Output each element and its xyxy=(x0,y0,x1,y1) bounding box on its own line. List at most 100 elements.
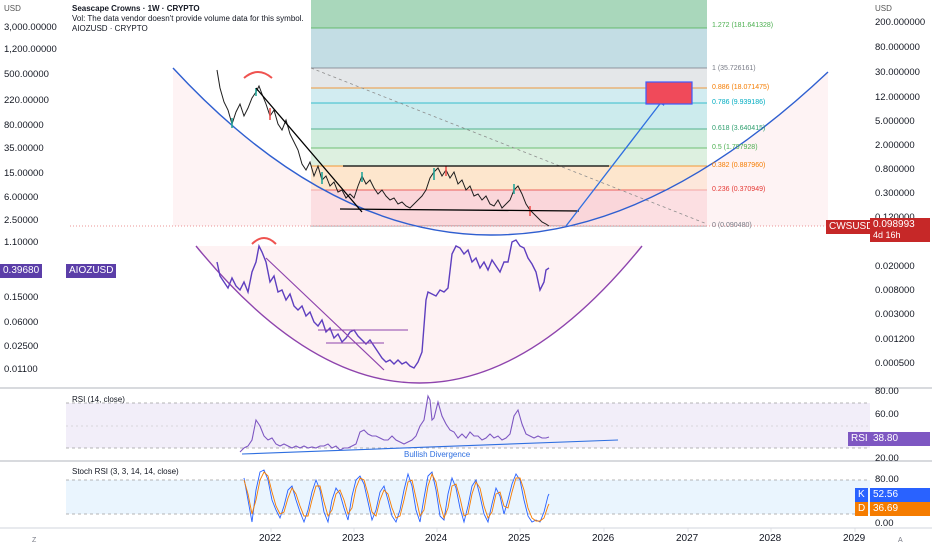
left-axis-tick: 0.06000 xyxy=(4,317,39,328)
time-axis-label: 2028 xyxy=(759,533,782,544)
rsi-tag-label[interactable]: RSI xyxy=(848,432,871,446)
overlay-symbol[interactable]: AIOZUSD · CRYPTO xyxy=(72,24,148,33)
fib-label: 0.886 (18.071475) xyxy=(712,84,770,91)
auto-scale-toggle[interactable]: A xyxy=(898,537,903,544)
fib-zone-0786 xyxy=(311,88,707,103)
stoch-k-value[interactable]: 52.56 xyxy=(870,488,930,502)
fib-label: 0.618 (3.640415) xyxy=(712,125,766,132)
rsi-tag-value[interactable]: 38.80 xyxy=(870,432,930,446)
right-axis-tick: 0.300000 xyxy=(875,188,915,199)
chart-title[interactable]: Seascape Crowns · 1W · CRYPTO xyxy=(72,4,200,13)
left-axis-tick: 0.02500 xyxy=(4,341,39,352)
aioz-downtrend[interactable] xyxy=(265,257,385,371)
left-axis-tick: 0.15000 xyxy=(4,292,39,303)
right-axis-tick: 0.000500 xyxy=(875,358,915,369)
rsi-axis-tick: 80.00 xyxy=(875,386,899,397)
right-axis-tick: 2.000000 xyxy=(875,140,915,151)
target-box[interactable] xyxy=(645,81,693,105)
log-scale-toggle[interactable]: Z xyxy=(32,537,37,544)
right-axis-tick: 0.800000 xyxy=(875,164,915,175)
fib-trend-line xyxy=(310,67,708,225)
fib-label: 0 (0.090480) xyxy=(712,222,752,229)
left-axis-tick: 35.00000 xyxy=(4,143,44,154)
right-axis-tick: 0.008000 xyxy=(875,285,915,296)
stoch-axis-tick: 0.00 xyxy=(875,518,894,529)
right-axis-tick: 0.120000 xyxy=(875,212,915,223)
left-axis-tick: 2.50000 xyxy=(4,215,39,226)
fib-label: 1.272 (181.641328) xyxy=(712,22,774,29)
rsi-title[interactable]: RSI (14, close) xyxy=(72,395,125,404)
bowl-fill-main xyxy=(173,68,828,236)
right-axis-tick: 200.000000 xyxy=(875,17,926,28)
left-axis-tick: 1.10000 xyxy=(4,237,39,248)
right-axis-tick: 0.001200 xyxy=(875,334,915,345)
downtrend-line[interactable] xyxy=(255,87,363,213)
stoch-k-label[interactable]: K xyxy=(855,488,868,502)
projection-arrow[interactable] xyxy=(565,95,667,227)
fib-zone-0236 xyxy=(311,166,707,190)
fib-label: 0.786 (9.939186) xyxy=(712,99,766,106)
top-arc-main xyxy=(243,71,273,79)
fib-label: 0.382 (0.887960) xyxy=(712,162,766,169)
fib-zone-05 xyxy=(311,129,707,148)
left-axis-tick: 80.00000 xyxy=(4,120,44,131)
rsi-axis-tick: 20.00 xyxy=(875,453,899,464)
stoch-d-series xyxy=(243,471,550,522)
bowl-curve-main[interactable] xyxy=(172,67,829,236)
right-axis-unit: USD xyxy=(875,4,892,13)
support-line[interactable] xyxy=(339,208,580,212)
cws-price-tag[interactable]: 0.098993 4d 16h xyxy=(870,218,930,242)
cws-price-value: 0.098993 xyxy=(873,219,915,230)
time-axis-label: 2029 xyxy=(843,533,866,544)
fib-retracement[interactable] xyxy=(311,0,707,227)
fib-zone-1272 xyxy=(311,0,707,28)
stoch-d-label[interactable]: D xyxy=(855,502,869,516)
time-axis-label: 2024 xyxy=(425,533,448,544)
time-axis-label: 2023 xyxy=(342,533,365,544)
aioz-price-tag[interactable]: 0.39680 xyxy=(0,264,43,278)
right-axis-tick: 0.020000 xyxy=(875,261,915,272)
fib-label: 0.236 (0.370949) xyxy=(712,186,766,193)
fib-label: 0.5 (1.797928) xyxy=(712,144,758,151)
left-axis-tick: 500.00000 xyxy=(4,69,49,80)
aioz-symbol-tag[interactable]: AIOZUSD xyxy=(66,264,117,278)
aioz-price-series xyxy=(216,239,550,369)
aioz-symbol: AIOZUSD xyxy=(69,265,114,276)
right-axis-tick: 0.003000 xyxy=(875,309,915,320)
right-axis-tick: 80.000000 xyxy=(875,42,920,53)
rsi-divergence-line[interactable] xyxy=(241,439,619,455)
rsi-axis-tick: 60.00 xyxy=(875,409,899,420)
left-axis-tick: 0.01100 xyxy=(4,364,38,375)
aioz-price-value: 0.39680 xyxy=(3,265,40,276)
time-axis-label: 2022 xyxy=(259,533,282,544)
cws-countdown: 4d 16h xyxy=(873,230,901,240)
right-axis-tick: 12.000000 xyxy=(875,92,920,103)
time-axis-label: 2026 xyxy=(592,533,615,544)
left-axis-tick: 1,200.00000 xyxy=(4,44,57,55)
left-axis-tick: 3,000.00000 xyxy=(4,22,57,33)
fib-zone-0886 xyxy=(311,68,707,88)
stoch-title[interactable]: Stoch RSI (3, 3, 14, 14, close) xyxy=(72,467,179,476)
volume-note: Vol: The data vendor doesn't provide vol… xyxy=(72,14,304,23)
time-axis-ticks xyxy=(270,528,856,532)
stoch-k-series xyxy=(243,469,550,524)
left-axis-tick: 15.00000 xyxy=(4,168,44,179)
time-axis-label: 2027 xyxy=(676,533,699,544)
top-arc-aioz xyxy=(251,237,277,245)
cws-symbol: CWSUSD xyxy=(829,221,874,232)
time-axis-label: 2025 xyxy=(508,533,531,544)
right-axis-tick: 5.000000 xyxy=(875,116,915,127)
stoch-d-value[interactable]: 36.69 xyxy=(870,502,930,516)
fib-zone-1 xyxy=(311,28,707,68)
left-axis-unit: USD xyxy=(4,4,21,13)
stoch-band xyxy=(66,480,870,514)
bowl-curve-aioz[interactable] xyxy=(195,245,643,384)
fib-label: 1 (35.726161) xyxy=(712,65,756,72)
fib-zone-0618 xyxy=(311,103,707,129)
left-axis-tick: 6.00000 xyxy=(4,192,39,203)
right-axis-tick: 30.000000 xyxy=(875,67,920,78)
rsi-band xyxy=(66,403,870,448)
stoch-axis-tick: 80.00 xyxy=(875,474,899,485)
cws-symbol-tag[interactable]: CWSUSD xyxy=(826,220,877,234)
